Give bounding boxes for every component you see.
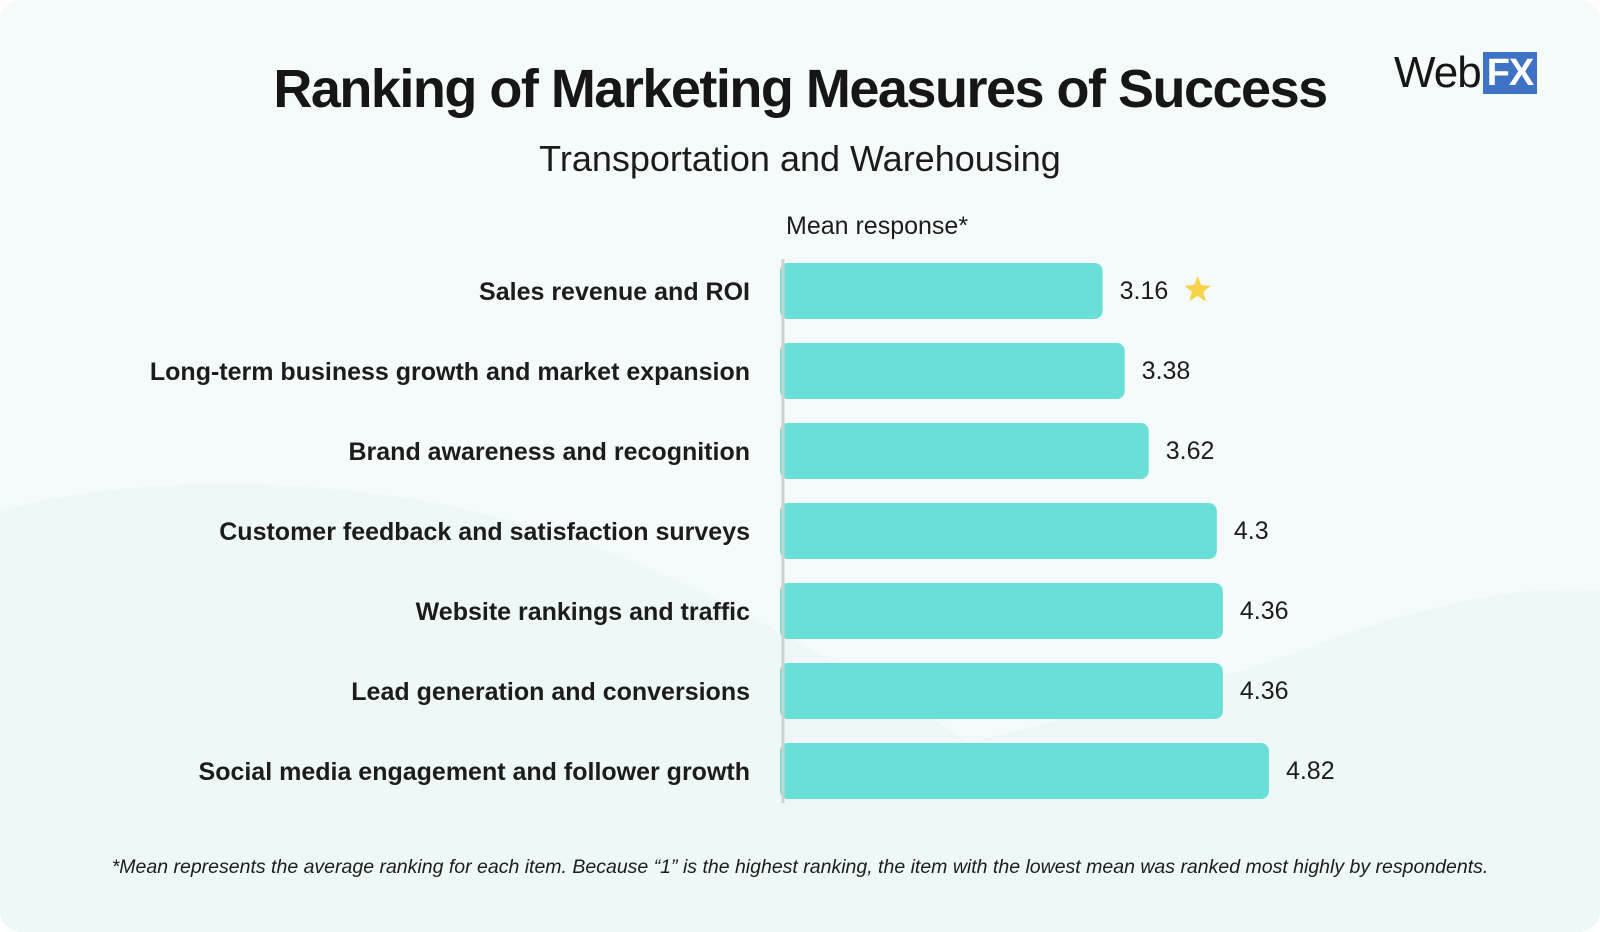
background-wave-left	[0, 483, 1120, 932]
category-label: Website rankings and traffic	[416, 598, 750, 626]
bar	[780, 263, 1103, 319]
logo-web-text: Web	[1394, 48, 1482, 97]
value-label: 4.36	[1240, 597, 1289, 625]
webfx-logo: Web FX	[1394, 48, 1538, 97]
category-label: Brand awareness and recognition	[349, 438, 751, 466]
bar	[780, 583, 1223, 639]
value-label: 3.38	[1142, 357, 1191, 385]
chart-footnote: *Mean represents the average ranking for…	[111, 856, 1489, 878]
value-label: 4.82	[1286, 757, 1335, 785]
bar	[780, 343, 1125, 399]
value-label: 3.16	[1120, 277, 1169, 305]
category-label: Long-term business growth and market exp…	[150, 358, 750, 386]
chart-subtitle: Transportation and Warehousing	[539, 138, 1061, 179]
x-axis-label: Mean response*	[786, 212, 968, 240]
logo-fx-badge: FX	[1482, 52, 1538, 94]
bar	[780, 423, 1149, 479]
value-label: 4.36	[1240, 677, 1289, 705]
category-label: Lead generation and conversions	[351, 678, 750, 706]
category-label: Social media engagement and follower gro…	[199, 758, 750, 786]
bar	[780, 743, 1269, 799]
bar	[780, 663, 1223, 719]
star-icon	[1184, 276, 1211, 302]
chart-title: Ranking of Marketing Measures of Success	[273, 59, 1328, 119]
value-label: 3.62	[1166, 437, 1215, 465]
value-label: 4.3	[1234, 517, 1269, 545]
bar	[780, 503, 1217, 559]
category-label: Customer feedback and satisfaction surve…	[219, 518, 750, 546]
category-label: Sales revenue and ROI	[479, 278, 750, 306]
